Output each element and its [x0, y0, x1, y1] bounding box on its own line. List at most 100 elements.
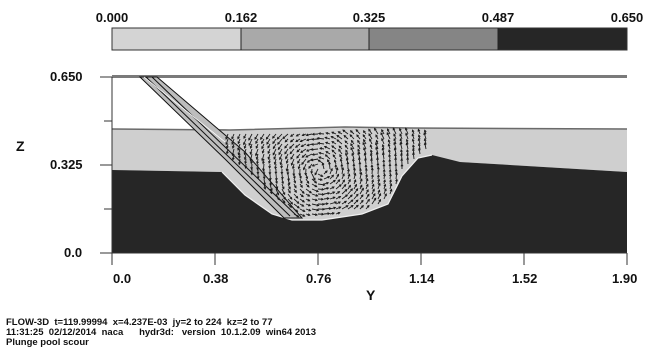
velocity-vector	[317, 137, 325, 140]
velocity-vector	[399, 142, 403, 150]
velocity-vector-head	[388, 168, 392, 172]
velocity-vector-head	[290, 134, 293, 137]
z-axis-title: Z	[16, 138, 25, 154]
velocity-vector	[293, 203, 300, 209]
velocity-vector-head	[342, 173, 345, 177]
velocity-vector	[350, 143, 355, 150]
velocity-vector-head	[324, 170, 328, 174]
velocity-vector-head	[280, 165, 284, 169]
velocity-vector-head	[376, 166, 380, 170]
velocity-vector-head	[349, 194, 353, 198]
velocity-vector-head	[389, 178, 392, 182]
velocity-vector-head	[296, 201, 300, 204]
velocity-vector-head	[269, 191, 273, 195]
velocity-vector-head	[263, 182, 267, 186]
velocity-vector-head	[301, 162, 304, 165]
velocity-vector	[329, 207, 336, 210]
velocity-vector	[254, 133, 259, 140]
velocity-vector-head	[300, 185, 303, 188]
velocity-vector	[377, 193, 382, 200]
velocity-vector-head	[300, 150, 304, 153]
legend-tick-label: 0.162	[224, 10, 258, 25]
velocity-vector-head	[363, 138, 366, 142]
velocity-vector-head	[366, 189, 369, 193]
velocity-vector-head	[320, 197, 324, 201]
velocity-vector	[377, 199, 381, 205]
velocity-vector	[343, 135, 349, 140]
velocity-vector-head	[272, 141, 275, 145]
velocity-vector-head	[375, 151, 379, 155]
velocity-vector-head	[350, 188, 353, 192]
velocity-vector-head	[411, 129, 415, 133]
velocity-vector	[423, 132, 427, 140]
velocity-vector	[328, 162, 331, 170]
velocity-vector-head	[297, 166, 301, 170]
velocity-vector	[281, 188, 286, 195]
velocity-vector-head	[321, 192, 325, 196]
y-tick-label: 0.0	[113, 271, 132, 286]
velocity-vector-head	[290, 201, 294, 205]
velocity-vector	[335, 174, 340, 180]
velocity-vector	[341, 194, 348, 200]
velocity-vector	[342, 129, 349, 135]
velocity-vector-head	[319, 178, 323, 181]
velocity-vector	[336, 135, 343, 140]
velocity-vector	[301, 158, 307, 165]
velocity-vector	[368, 133, 373, 140]
velocity-vector-head	[404, 127, 408, 131]
velocity-vector-head	[340, 163, 344, 167]
velocity-vector	[335, 179, 341, 185]
velocity-vector-head	[268, 160, 271, 164]
velocity-vector	[353, 188, 359, 195]
velocity-vector-head	[347, 168, 350, 172]
velocity-vector-head	[334, 163, 338, 167]
velocity-vector-head	[383, 183, 387, 187]
velocity-vector-head	[225, 142, 229, 146]
velocity-vector-head	[295, 133, 299, 137]
velocity-vector-head	[376, 156, 379, 160]
velocity-vector	[359, 178, 363, 185]
velocity-vector	[322, 163, 325, 170]
velocity-vector-head	[423, 142, 427, 146]
velocity-vector-head	[400, 157, 404, 161]
velocity-vector-head	[324, 141, 328, 145]
velocity-vector	[272, 148, 277, 156]
velocity-vector-head	[338, 201, 341, 205]
velocity-vector-head	[256, 176, 260, 180]
velocity-vector	[289, 143, 295, 149]
velocity-vector	[347, 205, 354, 210]
velocity-vector-head	[389, 188, 393, 192]
velocity-vector-head	[231, 145, 235, 149]
velocity-vector	[353, 168, 356, 175]
velocity-vector	[311, 188, 319, 193]
velocity-vector-head	[369, 152, 373, 156]
velocity-vector-head	[280, 171, 284, 175]
velocity-vector-head	[353, 179, 357, 183]
velocity-vector	[243, 138, 247, 145]
velocity-vector	[279, 153, 283, 160]
velocity-vector-head	[400, 152, 403, 156]
velocity-vector-head	[360, 199, 364, 203]
velocity-vector-head	[249, 158, 253, 162]
velocity-vector	[356, 134, 361, 140]
velocity-vector	[232, 153, 235, 160]
velocity-vector-head	[337, 131, 341, 134]
velocity-vector-head	[381, 147, 385, 151]
velocity-vector-head	[299, 139, 303, 143]
velocity-vector-head	[283, 197, 286, 200]
velocity-vector	[293, 198, 300, 204]
velocity-vector	[323, 176, 330, 180]
velocity-vector-head	[326, 187, 330, 190]
velocity-vector-head	[346, 161, 350, 165]
velocity-vector-head	[308, 165, 312, 169]
velocity-vector-head	[359, 184, 363, 188]
velocity-vector-head	[388, 158, 392, 162]
velocity-vector	[329, 196, 336, 200]
velocity-vector-head	[388, 153, 391, 157]
velocity-vector-head	[328, 161, 331, 165]
velocity-vector-head	[335, 167, 339, 171]
velocity-vector-head	[336, 173, 340, 177]
velocity-vector	[289, 148, 295, 155]
velocity-vector-head	[393, 137, 397, 141]
velocity-vector-head	[289, 146, 292, 149]
